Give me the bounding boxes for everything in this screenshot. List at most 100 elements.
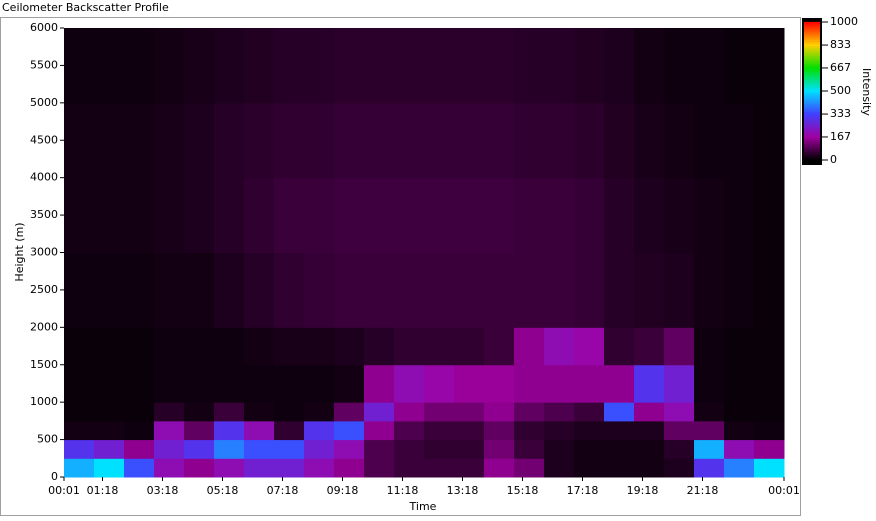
heatmap-cell: [754, 439, 785, 459]
heatmap-cell: [394, 439, 425, 459]
colorbar-swatch: [804, 59, 820, 63]
colorbar-swatch: [804, 135, 820, 139]
colorbar-swatch: [804, 27, 820, 31]
heatmap-cell: [694, 364, 725, 403]
heatmap-cell: [664, 439, 695, 459]
colorbar-swatch: [804, 87, 820, 91]
heatmap-cell: [664, 102, 695, 179]
heatmap-cell: [274, 102, 305, 179]
heatmap-cell: [634, 439, 665, 459]
heatmap-cell: [754, 458, 785, 478]
heatmap-cell: [454, 402, 485, 422]
heatmap-cell: [364, 402, 395, 422]
colorbar-swatch: [804, 73, 820, 77]
colorbar-swatch: [804, 57, 820, 61]
y-tick-label: 3500: [30, 208, 58, 221]
heatmap-cell: [154, 327, 185, 366]
heatmap-cell: [214, 364, 245, 403]
x-tick-label: 07:18: [267, 484, 299, 497]
heatmap-cell: [94, 252, 125, 328]
heatmap-cell: [604, 252, 635, 328]
colorbar-tick-label: 333: [830, 107, 851, 120]
heatmap-cell: [514, 364, 545, 403]
heatmap-cell: [664, 458, 695, 478]
colorbar-tick-label: 1000: [830, 15, 858, 28]
heatmap-cell: [154, 102, 185, 179]
colorbar-swatch: [804, 93, 820, 97]
heatmap-cell: [484, 252, 515, 328]
colorbar-swatch: [804, 77, 820, 81]
colorbar-swatch: [804, 31, 820, 35]
heatmap-cell: [94, 420, 125, 441]
heatmap-cell: [154, 252, 185, 328]
colorbar-swatch: [804, 131, 820, 135]
heatmap-cell: [694, 102, 725, 179]
y-tick-label: 3000: [30, 246, 58, 259]
colorbar-swatch: [804, 83, 820, 87]
heatmap-cell: [694, 420, 725, 441]
heatmap-cell: [334, 252, 365, 328]
heatmap-cell: [574, 420, 605, 441]
heatmap-cell: [424, 364, 455, 403]
heatmap-cell: [214, 402, 245, 422]
heatmap-cell: [94, 28, 125, 104]
x-tick-label: 13:18: [447, 484, 479, 497]
x-tick-label: 05:18: [207, 484, 239, 497]
heatmap-cell: [364, 327, 395, 366]
colorbar-swatch: [804, 41, 820, 45]
heatmap-cell: [634, 28, 665, 104]
heatmap-cell: [724, 458, 755, 478]
y-tick-label: 2500: [30, 283, 58, 296]
heatmap-cell: [364, 177, 395, 253]
heatmap-cell: [574, 327, 605, 366]
colorbar-swatch: [804, 125, 820, 129]
colorbar-swatch: [804, 113, 820, 117]
heatmap-cell: [244, 28, 275, 104]
heatmap-cell: [484, 327, 515, 366]
heatmap-cell: [364, 420, 395, 441]
heatmap-cell: [484, 420, 515, 441]
colorbar-swatch: [804, 149, 820, 153]
heatmap-cell: [454, 252, 485, 328]
heatmap-cell: [304, 458, 335, 478]
heatmap-cell: [454, 420, 485, 441]
heatmap-cell: [514, 402, 545, 422]
heatmap-cell: [544, 364, 575, 403]
heatmap-cell: [94, 364, 125, 403]
heatmap-cell: [244, 402, 275, 422]
x-tick-label: 15:18: [507, 484, 539, 497]
heatmap-cell: [274, 420, 305, 441]
heatmap-cell: [244, 102, 275, 179]
colorbar-swatch: [804, 21, 820, 25]
colorbar-swatch: [804, 105, 820, 109]
heatmap-cell: [604, 458, 635, 478]
heatmap-cell: [754, 364, 785, 403]
heatmap-cell: [394, 458, 425, 478]
heatmap-cell: [484, 177, 515, 253]
colorbar-swatch: [804, 43, 820, 47]
heatmap-cell: [484, 102, 515, 179]
heatmap-cell: [724, 252, 755, 328]
heatmap-cell: [304, 420, 335, 441]
colorbar-swatch: [804, 157, 820, 161]
colorbar-swatch: [804, 153, 820, 157]
heatmap-cell: [514, 439, 545, 459]
heatmap-cell: [424, 102, 455, 179]
heatmap-cell: [454, 28, 485, 104]
heatmap-cell: [214, 439, 245, 459]
heatmap-cell: [124, 327, 155, 366]
heatmap-cell: [124, 439, 155, 459]
y-tick-label: 4500: [30, 133, 58, 146]
heatmap-cell: [454, 364, 485, 403]
heatmap-cell: [484, 402, 515, 422]
colorbar-swatch: [804, 35, 820, 39]
heatmap-cell: [484, 364, 515, 403]
colorbar-tick-label: 667: [830, 61, 851, 74]
heatmap-cell: [634, 177, 665, 253]
heatmap-cell: [334, 439, 365, 459]
heatmap-cell: [214, 252, 245, 328]
y-tick-label: 1500: [30, 358, 58, 371]
heatmap-cell: [664, 402, 695, 422]
heatmap-cell: [424, 252, 455, 328]
heatmap-cell: [544, 420, 575, 441]
